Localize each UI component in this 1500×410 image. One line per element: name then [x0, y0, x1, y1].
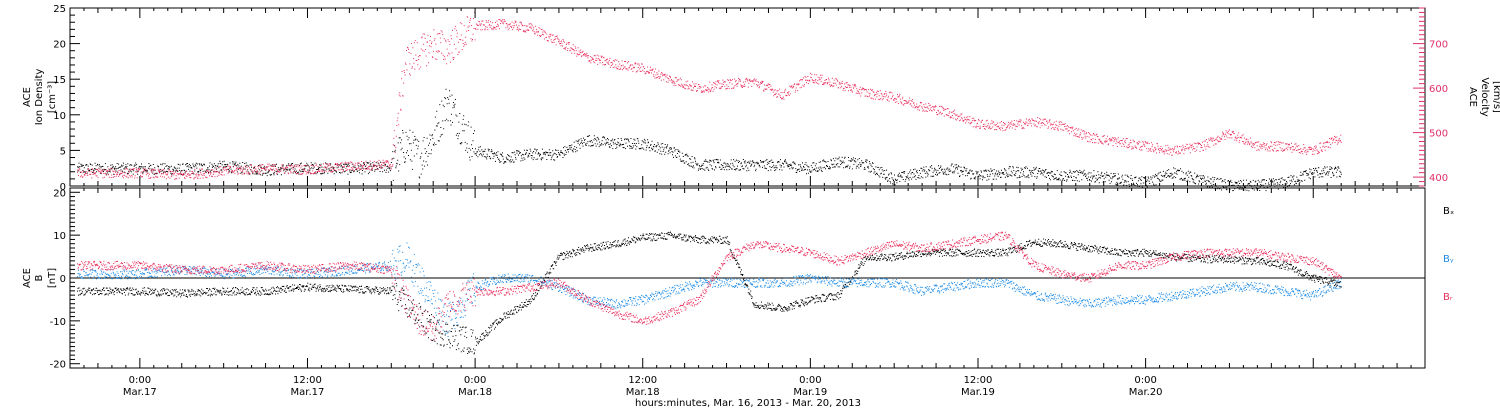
- velocity-points: [77, 11, 1342, 180]
- density-points: [77, 88, 1342, 192]
- x-axis-title: hours:minutes, Mar. 16, 2013 - Mar. 20, …: [635, 398, 861, 409]
- velocity-tick-label: 700: [1429, 40, 1448, 51]
- x-tick-time: 12:00: [293, 375, 322, 386]
- velocity-ylabel-line1: ACE: [1467, 87, 1478, 107]
- velocity-tick-label: 600: [1429, 84, 1448, 95]
- by-points: [77, 242, 1342, 337]
- x-tick-time: 0:00: [129, 375, 151, 386]
- top-left-ticks: 0 5 10 15 20 25: [53, 4, 80, 193]
- x-tick-date: Mar.20: [1129, 387, 1163, 398]
- x-tick-date: Mar.18: [458, 387, 492, 398]
- b-ylabel-line3: [nT]: [47, 268, 58, 288]
- bx-marks: [77, 231, 1342, 355]
- velocity-tick-label: 400: [1429, 173, 1448, 184]
- density-marks: [77, 88, 1342, 192]
- top-panel-frame: [69, 7, 1426, 187]
- bx-points: [77, 231, 1342, 355]
- magnetic-field-series: [77, 231, 1342, 355]
- velocity-marks: [77, 11, 1342, 180]
- legend-bx: Bₓ: [1443, 206, 1454, 217]
- density-ylabel-line1: ACE: [22, 87, 33, 107]
- x-tick-time: 12:00: [628, 375, 657, 386]
- velocity-ylabel-line2: Velocity: [1479, 77, 1490, 116]
- b-ylabel-line2: B: [34, 274, 45, 281]
- bz-marks: [77, 231, 1342, 341]
- bottom-left-ticks: -20 -10 0 10 20: [50, 187, 80, 371]
- b-tick-label: 10: [53, 231, 66, 242]
- x-tick-time: 0:00: [464, 375, 486, 386]
- density-series: [77, 88, 1342, 192]
- top-right-ticks: 400 500 600 700: [1413, 7, 1448, 187]
- x-tick-date: Mar.18: [626, 387, 660, 398]
- b-ylabel-line1: ACE: [22, 268, 33, 288]
- density-tick-label: 5: [60, 146, 66, 157]
- velocity-series: [77, 11, 1342, 180]
- bottom-panel: -20 -10 0 10 20 ACE B [nT] Bₓ Bᵧ Bᵣ: [22, 187, 1454, 371]
- velocity-ylabel-line3: [km/s]: [1491, 81, 1500, 113]
- x-tick-time: 0:00: [1134, 375, 1156, 386]
- x-axis: 0:00Mar.1712:00Mar.170:00Mar.1812:00Mar.…: [69, 8, 1426, 398]
- legend-by: Bᵧ: [1443, 254, 1454, 265]
- b-tick-label: -10: [50, 317, 66, 328]
- density-ylabel-line2: Ion Density: [34, 69, 45, 126]
- density-tick-label: 25: [53, 4, 66, 15]
- density-tick-label: 20: [53, 40, 66, 51]
- density-tick-label: 0: [60, 182, 66, 193]
- x-tick-time: 12:00: [964, 375, 993, 386]
- x-tick-date: Mar.19: [793, 387, 827, 398]
- b-tick-label: 20: [53, 188, 66, 199]
- x-tick-date: Mar.17: [291, 387, 325, 398]
- by-marks: [77, 242, 1342, 337]
- density-tick-label: 15: [53, 75, 66, 86]
- x-tick-time: 0:00: [799, 375, 821, 386]
- x-tick-date: Mar.19: [961, 387, 995, 398]
- legend-bz: Bᵣ: [1443, 292, 1453, 303]
- density-ylabel-line3: [cm⁻³]: [47, 81, 58, 113]
- density-tick-label: 10: [53, 111, 66, 122]
- bz-points: [77, 231, 1342, 341]
- x-tick-date: Mar.17: [123, 387, 157, 398]
- velocity-tick-label: 500: [1429, 129, 1448, 140]
- b-tick-label: 0: [60, 274, 66, 285]
- b-tick-label: -20: [50, 360, 66, 371]
